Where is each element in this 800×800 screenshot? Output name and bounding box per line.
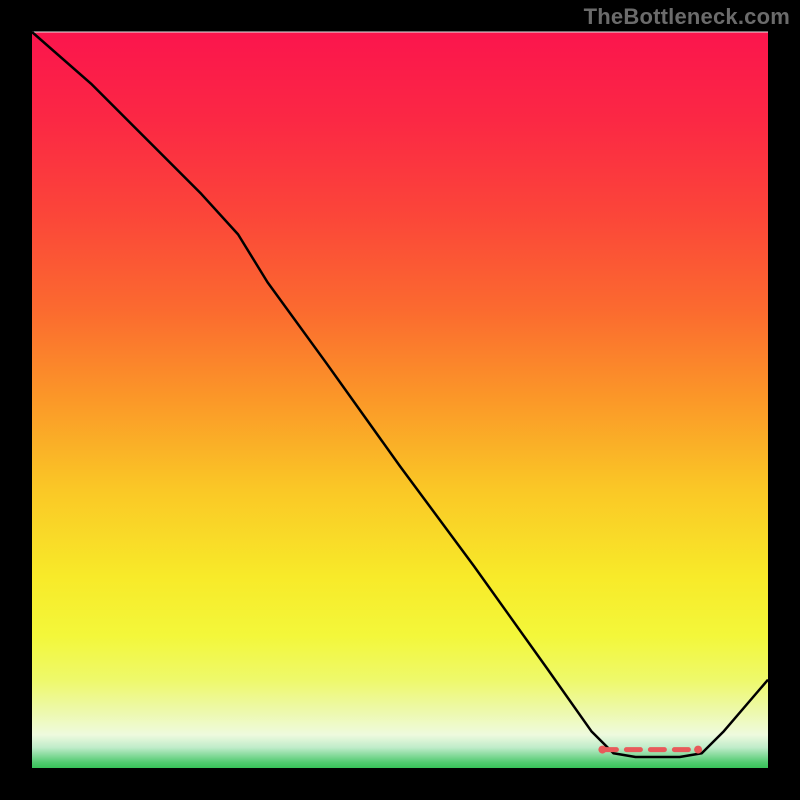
chart-container: TheBottleneck.com (0, 0, 800, 800)
plot-background (32, 32, 768, 768)
watermark-label: TheBottleneck.com (584, 4, 790, 30)
chart-svg (0, 0, 800, 800)
